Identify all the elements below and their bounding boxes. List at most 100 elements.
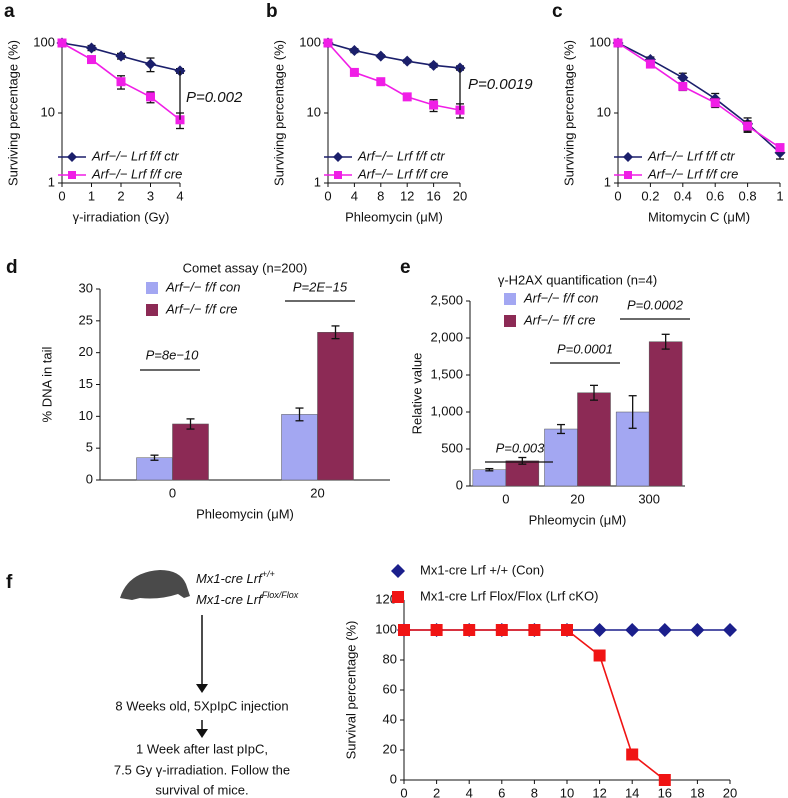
y-tick-label: 0 [456, 477, 463, 492]
marker [658, 774, 671, 786]
legend-item: Arf−/− f/f cre [146, 301, 238, 316]
genotype: Mx1-cre Lrf+/+ [196, 569, 275, 586]
y-tick-label: 10 [597, 104, 611, 119]
x-tick-label: 1 [776, 188, 783, 203]
legend-label: Arf−/− Lrf f/f cre [357, 166, 448, 181]
p-value: P=0.0001 [557, 341, 613, 356]
legend-marker [333, 152, 343, 162]
legend-label: Arf−/− Lrf f/f cre [647, 166, 738, 181]
y-tick-label: 0 [86, 471, 93, 486]
marker [743, 121, 753, 131]
marker [375, 50, 387, 62]
legend-label: Arf−/− Lrf f/f cre [91, 166, 182, 181]
y-tick-label: 100 [375, 621, 397, 636]
marker [145, 58, 156, 70]
legend-item: Arf−/− Lrf f/f cre [614, 166, 738, 181]
y-tick-label: 25 [79, 312, 93, 327]
legend-label: Arf−/− Lrf f/f ctr [91, 148, 179, 163]
x-tick-label: 16 [426, 188, 440, 203]
y-tick-label: 100 [33, 34, 55, 49]
legend-label: Arf−/− f/f con [165, 279, 240, 294]
bar [317, 332, 354, 481]
marker [57, 38, 67, 48]
legend-marker [67, 152, 77, 162]
series-line [617, 42, 781, 149]
genotype: Mx1-cre LrfFlox/Flox [196, 590, 299, 607]
error-bar [150, 454, 159, 461]
error-bar [661, 333, 670, 350]
y-tick-label: 15 [79, 376, 93, 391]
x-tick-label: 1 [88, 188, 95, 203]
legend-item: Arf−/− Lrf f/f cre [58, 166, 182, 181]
step: survival of mice. [155, 782, 248, 797]
bar [577, 392, 611, 487]
marker [613, 38, 623, 48]
legend-marker [392, 591, 404, 603]
y-axis-label: Surviving percentage (%) [561, 40, 576, 186]
legend-item: Mx1-cre Lrf Flox/Flox (Lrf cKO) [392, 588, 598, 603]
x-axis-label: γ-irradiation (Gy) [73, 209, 170, 224]
series-line [404, 629, 666, 781]
error-bar [590, 384, 598, 401]
error-bar [331, 325, 340, 340]
y-tick-label: 2,000 [430, 329, 463, 344]
legend-label: Arf−/− f/f cre [165, 301, 238, 316]
series-line [327, 42, 461, 111]
panel-letter: b [266, 1, 278, 22]
x-tick-label: 14 [625, 785, 639, 798]
x-axis-label: Phleomycin (μM) [529, 512, 627, 527]
chart-title: γ-H2AX quantification (n=4) [498, 272, 657, 287]
error-bar [518, 456, 527, 465]
y-tick-label: 100 [589, 34, 611, 49]
p-value: P=0.0019 [468, 76, 533, 93]
y-tick-label: 2,500 [430, 292, 463, 307]
legend-label: Arf−/− f/f cre [523, 312, 596, 327]
marker [677, 72, 689, 84]
marker [429, 100, 439, 110]
y-tick-label: 80 [383, 651, 397, 666]
legend-item: Arf−/− f/f con [504, 290, 598, 305]
bar [472, 469, 507, 487]
chart-panel: b 1 10 100 Surviving percentage (%) Phleomyci… [266, 1, 533, 224]
marker [398, 624, 410, 636]
y-tick-label: 0 [390, 771, 397, 786]
y-tick-label: 1 [314, 174, 321, 189]
protocol-diagram: f Mx1-cre Lrf+/+ Mx1-cre LrfFlox/Flox 8 … [6, 569, 299, 797]
y-axis-label: Relative value [409, 353, 424, 435]
x-tick-label: 16 [658, 785, 672, 798]
y-tick-label: 100 [299, 34, 321, 49]
x-axis-label: Phleomycin (μM) [196, 506, 294, 521]
x-tick-label: 20 [453, 188, 467, 203]
legend-label: Arf−/− f/f con [523, 290, 598, 305]
marker [710, 98, 720, 108]
x-tick-label: 0.6 [706, 188, 724, 203]
marker [116, 77, 126, 87]
marker [775, 143, 785, 153]
legend-item: Arf−/− f/f cre [504, 312, 596, 327]
x-tick-label: 0 [502, 491, 509, 506]
marker [625, 623, 640, 637]
x-tick-label: 20 [310, 485, 324, 500]
marker [626, 748, 639, 761]
marker [528, 624, 541, 636]
marker [115, 50, 127, 62]
error-bar [485, 467, 494, 472]
step: 7.5 Gy γ-irradiation. Follow the [114, 762, 290, 777]
x-tick-label: 8 [377, 188, 384, 203]
y-tick-label: 20 [79, 344, 93, 359]
series-line [617, 42, 781, 154]
y-tick-label: 10 [79, 408, 93, 423]
panel-letter: c [552, 1, 563, 22]
marker [561, 624, 573, 636]
legend-marker [334, 171, 342, 179]
legend-marker [68, 171, 76, 179]
legend-swatch [504, 315, 516, 327]
marker [87, 55, 96, 65]
marker [592, 623, 607, 637]
x-tick-label: 20 [723, 785, 737, 798]
step: 8 Weeks old, 5XpIpC injection [115, 698, 288, 713]
marker [645, 59, 655, 69]
legend-marker [624, 171, 632, 179]
y-tick-label: 5 [86, 440, 93, 455]
